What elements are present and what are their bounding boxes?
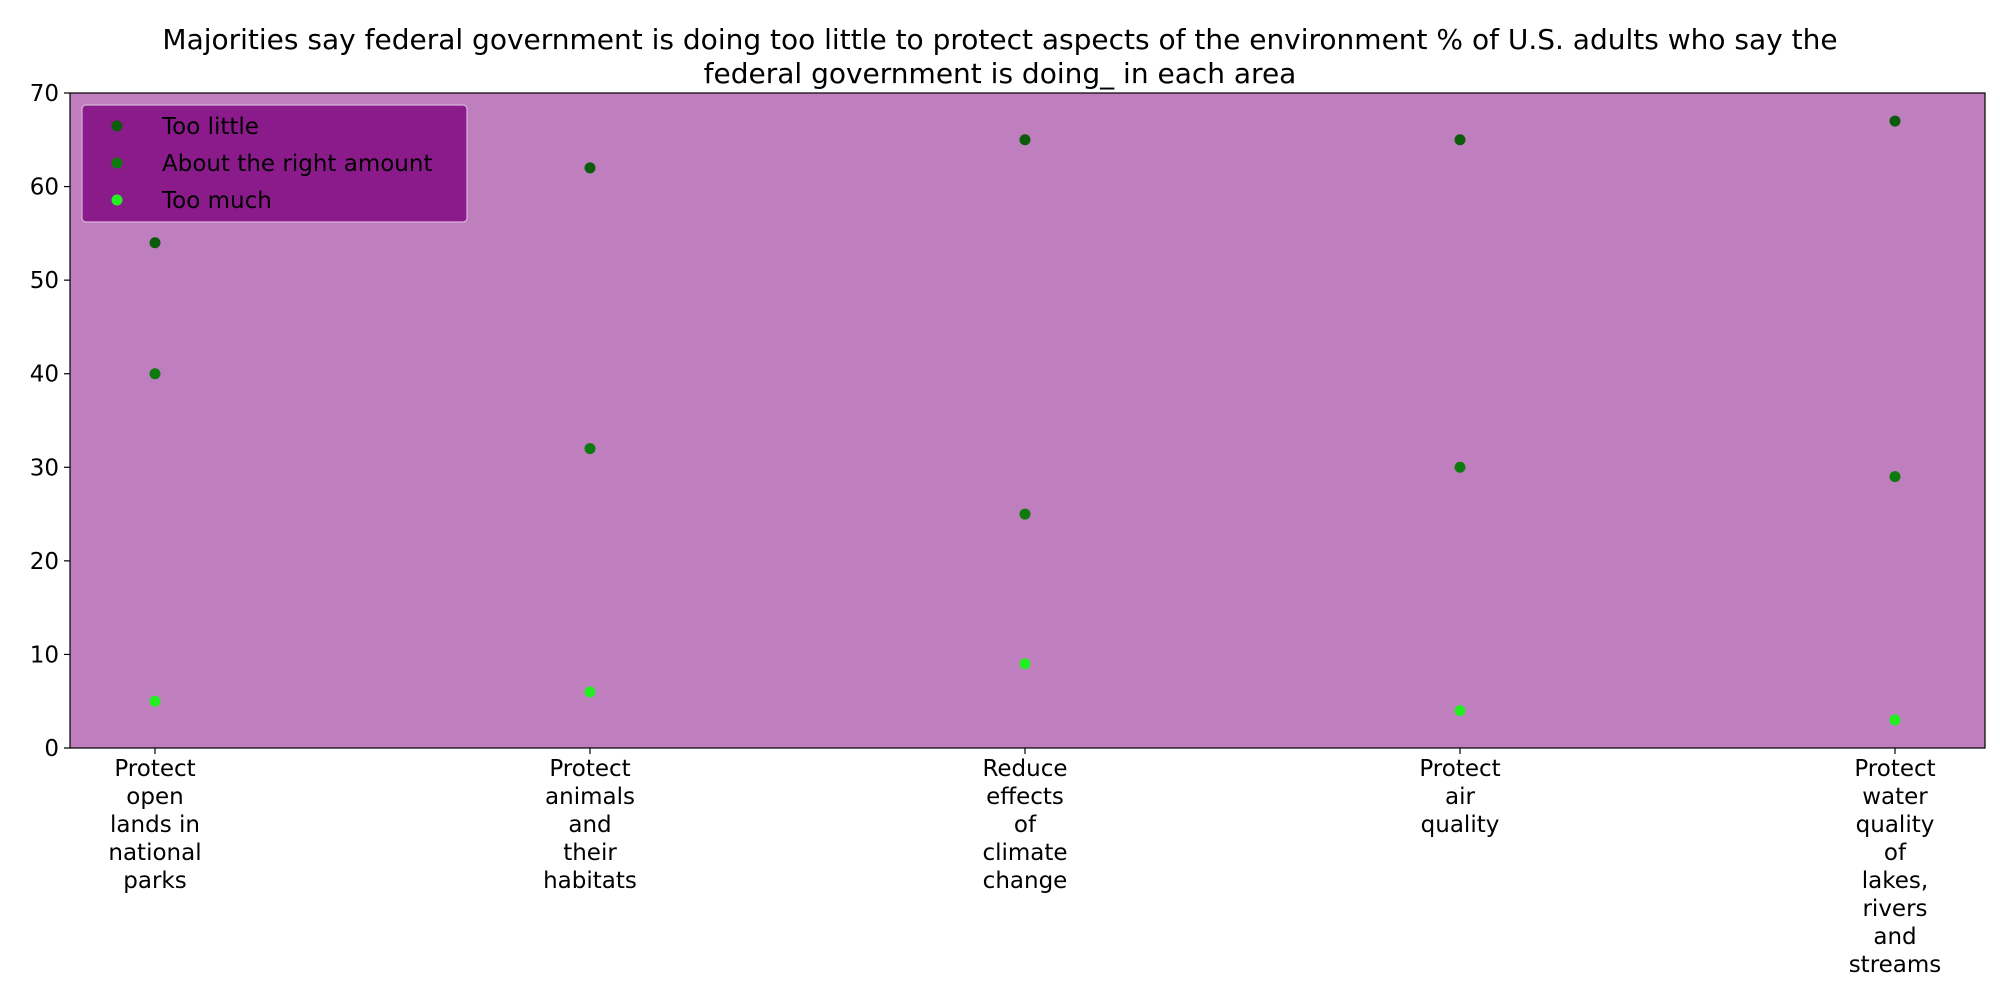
x-tick-label-line: their <box>563 840 617 866</box>
x-tick-label-line: rivers <box>1862 896 1927 922</box>
x-tick-label-line: Protect <box>114 756 195 782</box>
x-tick-label-line: effects <box>986 784 1064 810</box>
x-tick-label-line: water <box>1862 784 1928 810</box>
x-tick-label-line: Reduce <box>982 756 1067 782</box>
y-axis: 0 10 20 30 40 50 60 70 <box>30 81 70 762</box>
x-tick-label-line: animals <box>545 784 635 810</box>
data-points <box>149 115 1901 726</box>
x-tick-label-line: streams <box>1849 952 1942 978</box>
y-tick-label: 10 <box>30 642 59 668</box>
x-tick-label-line: national <box>108 840 201 866</box>
data-point-too-little <box>1454 134 1466 146</box>
y-tick-label: 30 <box>30 455 59 481</box>
data-point-too-much <box>1454 705 1466 717</box>
x-tick-label-line: open <box>126 784 183 810</box>
x-tick-label-line: of <box>1884 840 1907 866</box>
data-point-about-the-right-amount <box>1889 471 1901 483</box>
x-tick-label-line: change <box>983 868 1068 894</box>
legend-label: Too little <box>161 114 259 140</box>
y-tick-label: 50 <box>30 268 59 294</box>
x-tick-label-line: Protect <box>1419 756 1500 782</box>
x-tick-label-line: parks <box>123 868 186 894</box>
x-tick-label-line: habitats <box>543 868 637 894</box>
x-tick-label-line: and <box>568 812 611 838</box>
y-tick-label: 70 <box>30 81 59 107</box>
x-tick-label-line: Protect <box>1854 756 1935 782</box>
x-tick-label-line: lands in <box>110 812 200 838</box>
data-point-too-much <box>149 695 161 707</box>
legend-label: Too much <box>161 188 272 214</box>
x-tick-label-line: lakes, <box>1862 868 1928 894</box>
y-tick-label: 60 <box>30 175 59 201</box>
legend-marker <box>111 157 123 169</box>
data-point-too-little <box>1889 115 1901 127</box>
data-point-about-the-right-amount <box>149 368 161 380</box>
x-tick-label-line: of <box>1014 812 1037 838</box>
data-point-too-little <box>1019 134 1031 146</box>
legend-label: About the right amount <box>162 151 432 177</box>
data-point-too-much <box>1889 714 1901 726</box>
x-tick-label-line: quality <box>1856 812 1935 838</box>
data-point-too-much <box>1019 658 1031 670</box>
x-tick-label: Protectwaterqualityoflakes,riversandstre… <box>1849 756 1942 978</box>
data-point-about-the-right-amount <box>1454 461 1466 473</box>
legend-marker <box>111 120 123 132</box>
legend-marker <box>111 194 123 206</box>
x-tick-label-line: air <box>1445 784 1475 810</box>
data-point-too-little <box>584 162 596 174</box>
x-tick-label-line: climate <box>982 840 1067 866</box>
legend: Too little About the right amount Too much <box>81 104 468 223</box>
y-tick-label: 40 <box>30 362 59 388</box>
data-point-about-the-right-amount <box>1019 508 1031 520</box>
x-tick-label-line: quality <box>1421 812 1500 838</box>
y-tick-label: 0 <box>44 736 59 762</box>
x-tick-label-line: Protect <box>549 756 630 782</box>
legend-box <box>81 104 468 223</box>
data-point-too-much <box>584 686 596 698</box>
y-tick-label: 20 <box>30 549 59 575</box>
chart-title-line-2: federal government is doing_ in each are… <box>704 57 1297 90</box>
x-tick-label-line: and <box>1873 924 1916 950</box>
data-point-too-little <box>149 237 161 249</box>
data-point-about-the-right-amount <box>584 443 596 455</box>
chart-title-line-1: Majorities say federal government is doi… <box>162 23 1837 56</box>
